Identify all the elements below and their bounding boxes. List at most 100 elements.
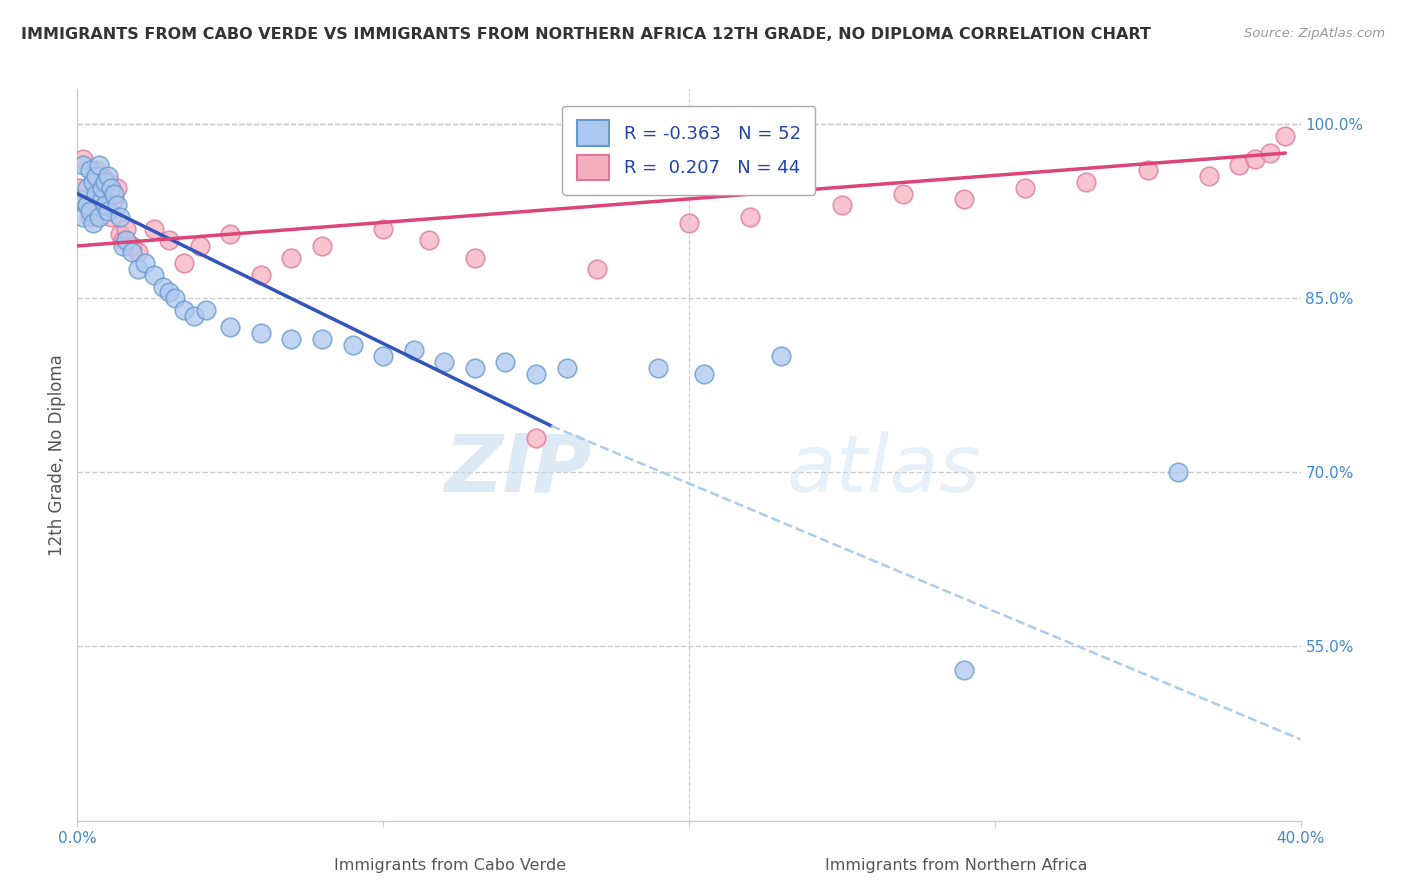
Point	[121, 239, 143, 253]
Y-axis label: 12th Grade, No Diploma: 12th Grade, No Diploma	[48, 354, 66, 556]
Point	[108, 210, 131, 224]
Point	[1076, 175, 1098, 189]
Point	[82, 193, 104, 207]
Point	[769, 349, 792, 363]
Point	[97, 169, 120, 184]
Point	[87, 158, 110, 172]
Point	[87, 210, 110, 224]
Point	[250, 268, 273, 282]
Point	[173, 256, 195, 270]
Point	[94, 186, 117, 201]
Point	[84, 169, 107, 184]
Point	[79, 163, 101, 178]
Point	[740, 210, 762, 224]
Point	[194, 302, 217, 317]
Point	[342, 337, 364, 351]
Point	[103, 193, 125, 207]
Point	[464, 251, 486, 265]
Point	[183, 309, 205, 323]
Point	[100, 181, 122, 195]
Point	[1167, 466, 1189, 480]
Text: IMMIGRANTS FROM CABO VERDE VS IMMIGRANTS FROM NORTHERN AFRICA 12TH GRADE, NO DIP: IMMIGRANTS FROM CABO VERDE VS IMMIGRANTS…	[21, 27, 1152, 42]
Point	[90, 193, 112, 207]
Point	[87, 204, 110, 219]
Point	[115, 221, 138, 235]
Point	[103, 186, 125, 201]
Point	[97, 175, 120, 189]
Point	[94, 175, 117, 189]
Point	[69, 181, 91, 195]
Point	[72, 158, 94, 172]
Point	[82, 216, 104, 230]
Point	[433, 355, 456, 369]
Point	[105, 181, 128, 195]
Point	[891, 186, 914, 201]
Point	[524, 430, 547, 444]
Point	[219, 227, 242, 242]
Point	[586, 262, 609, 277]
Point	[105, 198, 128, 212]
Point	[157, 233, 180, 247]
Point	[219, 320, 242, 334]
Text: ZIP: ZIP	[444, 431, 591, 508]
Point	[72, 210, 94, 224]
Point	[112, 233, 135, 247]
Point	[90, 181, 112, 195]
Point	[1243, 152, 1265, 166]
Point	[418, 233, 440, 247]
Point	[127, 244, 149, 259]
Point	[165, 291, 187, 305]
Point	[108, 227, 131, 242]
Point	[1136, 163, 1159, 178]
Point	[678, 216, 700, 230]
Point	[555, 360, 578, 375]
Point	[115, 233, 138, 247]
Point	[647, 360, 669, 375]
Point	[524, 367, 547, 381]
Point	[94, 198, 117, 212]
Point	[82, 175, 104, 189]
Point	[1014, 181, 1036, 195]
Point	[157, 285, 180, 300]
Point	[831, 198, 853, 212]
Point	[280, 332, 302, 346]
Point	[142, 221, 165, 235]
Point	[1198, 169, 1220, 184]
Point	[1258, 146, 1281, 161]
Text: Source: ZipAtlas.com: Source: ZipAtlas.com	[1244, 27, 1385, 40]
Point	[76, 198, 98, 212]
Text: Immigrants from Northern Africa: Immigrants from Northern Africa	[825, 858, 1087, 872]
Point	[97, 204, 120, 219]
Point	[402, 343, 425, 358]
Point	[76, 181, 98, 195]
Point	[127, 262, 149, 277]
Point	[953, 193, 976, 207]
Point	[495, 355, 517, 369]
Point	[371, 221, 394, 235]
Point	[134, 256, 156, 270]
Point	[152, 279, 174, 293]
Point	[79, 204, 101, 219]
Point	[84, 186, 107, 201]
Point	[72, 152, 94, 166]
Point	[90, 169, 112, 184]
Point	[953, 663, 976, 677]
Text: atlas: atlas	[787, 431, 981, 508]
Point	[1274, 128, 1296, 143]
Point	[100, 210, 122, 224]
Point	[188, 239, 211, 253]
Point	[76, 198, 98, 212]
Text: Immigrants from Cabo Verde: Immigrants from Cabo Verde	[333, 858, 567, 872]
Point	[311, 332, 333, 346]
Point	[1229, 158, 1251, 172]
Point	[311, 239, 333, 253]
Point	[173, 302, 195, 317]
Point	[142, 268, 165, 282]
Point	[79, 210, 101, 224]
Point	[693, 367, 716, 381]
Point	[280, 251, 302, 265]
Point	[371, 349, 394, 363]
Point	[121, 244, 143, 259]
Point	[84, 163, 107, 178]
Point	[250, 326, 273, 340]
